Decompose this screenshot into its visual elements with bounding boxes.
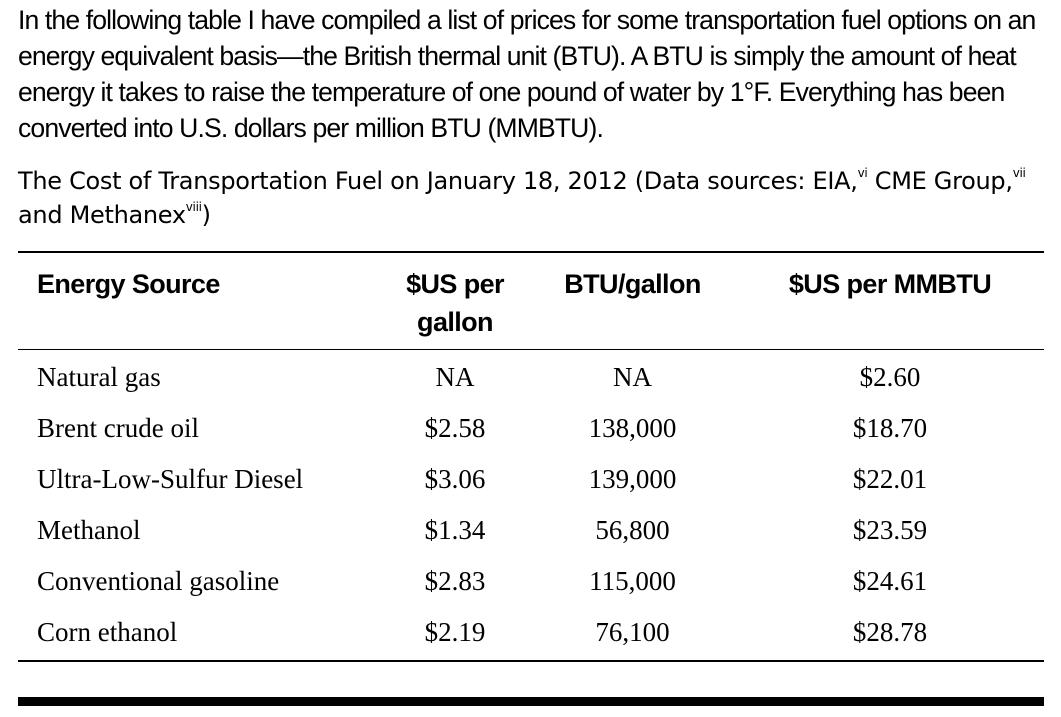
table-row: Corn ethanol $2.19 76,100 $28.78 [0, 612, 1061, 663]
header-price-line1: $US per [406, 269, 504, 299]
header-btu-per-gallon: BTU/gallon [564, 269, 701, 299]
header-energy-source: Energy Source [37, 269, 220, 299]
cell-price-per-gallon: $1.34 [424, 515, 486, 545]
header-price-per-gallon: $US per gallon [380, 265, 530, 341]
footnote-ref-methanex: viii [185, 200, 202, 214]
cell-price-per-mmbtu: $2.60 [859, 362, 921, 392]
cell-price-per-gallon: $2.19 [424, 617, 486, 647]
cell-btu-per-gallon: 115,000 [589, 566, 676, 596]
cell-energy-source: Corn ethanol [37, 617, 178, 647]
table-caption: The Cost of Transportation Fuel on Janua… [18, 164, 1048, 232]
cell-energy-source: Conventional gasoline [37, 566, 280, 596]
table-top-rule [18, 251, 1044, 253]
table-row: Brent crude oil $2.58 138,000 $18.70 [0, 408, 1061, 459]
cell-btu-per-gallon: NA [613, 362, 652, 392]
caption-text-2: CME Group, [867, 167, 1013, 195]
table-row: Methanol $1.34 56,800 $23.59 [0, 510, 1061, 561]
table-bottom-rule [18, 660, 1044, 662]
cell-btu-per-gallon: 76,100 [595, 617, 670, 647]
cell-price-per-gallon: $2.58 [424, 413, 486, 443]
caption-text-1: The Cost of Transportation Fuel on Janua… [18, 167, 858, 195]
table-header-rule [18, 349, 1044, 350]
footnote-ref-eia: vi [857, 166, 868, 180]
header-price-per-mmbtu: $US per MMBTU [788, 269, 992, 299]
cell-price-per-mmbtu: $24.61 [852, 566, 928, 596]
cell-price-per-mmbtu: $22.01 [852, 464, 928, 494]
table-body: Natural gas NA NA $2.60 Brent crude oil … [0, 357, 1061, 663]
table-row: Natural gas NA NA $2.60 [0, 357, 1061, 408]
cell-price-per-mmbtu: $18.70 [852, 413, 928, 443]
cell-price-per-mmbtu: $28.78 [852, 617, 928, 647]
cell-energy-source: Natural gas [37, 362, 161, 392]
cell-energy-source: Methanol [37, 515, 141, 545]
cell-price-per-gallon: NA [435, 362, 475, 392]
table-row: Ultra-Low-Sulfur Diesel $3.06 139,000 $2… [0, 459, 1061, 510]
footnote-ref-cme: vii [1012, 166, 1026, 180]
cell-energy-source: Ultra-Low-Sulfur Diesel [37, 464, 304, 494]
cell-price-per-mmbtu: $23.59 [852, 515, 928, 545]
caption-text-3: and Methanex [18, 201, 186, 229]
cell-price-per-gallon: $2.83 [424, 566, 486, 596]
cell-energy-source: Brent crude oil [37, 413, 199, 443]
header-price-line2: gallon [417, 307, 494, 337]
intro-paragraph: In the following table I have compiled a… [18, 5, 1036, 143]
cell-btu-per-gallon: 56,800 [595, 515, 670, 545]
caption-text-4: ) [201, 201, 211, 229]
page-heavy-rule [18, 697, 1044, 706]
cell-btu-per-gallon: 138,000 [588, 413, 677, 443]
table-row: Conventional gasoline $2.83 115,000 $24.… [0, 561, 1061, 612]
cell-price-per-gallon: $3.06 [424, 464, 486, 494]
cell-btu-per-gallon: 139,000 [588, 464, 677, 494]
